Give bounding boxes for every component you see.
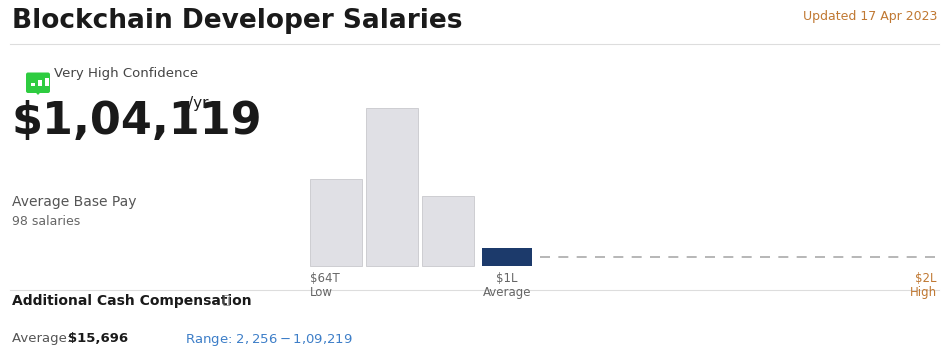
FancyBboxPatch shape	[310, 179, 362, 266]
Text: High: High	[910, 286, 937, 299]
Text: $1,04,119: $1,04,119	[12, 100, 263, 143]
Text: Range: $2,256 - $1,09,219: Range: $2,256 - $1,09,219	[185, 332, 353, 348]
Text: Updated 17 Apr 2023: Updated 17 Apr 2023	[803, 10, 937, 23]
Text: Average Base Pay: Average Base Pay	[12, 195, 137, 209]
Polygon shape	[28, 85, 48, 95]
FancyBboxPatch shape	[26, 72, 50, 93]
Text: Average:: Average:	[12, 332, 76, 345]
Text: Blockchain Developer Salaries: Blockchain Developer Salaries	[12, 8, 462, 34]
Text: /yr: /yr	[188, 96, 209, 111]
Text: ⓘ: ⓘ	[222, 294, 230, 307]
FancyBboxPatch shape	[482, 248, 532, 266]
FancyBboxPatch shape	[366, 108, 418, 266]
FancyBboxPatch shape	[422, 197, 474, 266]
FancyBboxPatch shape	[45, 78, 49, 86]
FancyBboxPatch shape	[38, 80, 42, 86]
Text: Additional Cash Compensation: Additional Cash Compensation	[12, 294, 251, 308]
Text: Very High Confidence: Very High Confidence	[54, 68, 198, 80]
Text: Low: Low	[310, 286, 333, 299]
Text: $64T: $64T	[310, 272, 340, 285]
Text: Average: Average	[483, 286, 531, 299]
FancyBboxPatch shape	[31, 82, 35, 86]
Text: $1L: $1L	[496, 272, 518, 285]
Text: $2L: $2L	[916, 272, 937, 285]
Text: 98 salaries: 98 salaries	[12, 215, 81, 228]
Text: $15,696: $15,696	[68, 332, 128, 345]
